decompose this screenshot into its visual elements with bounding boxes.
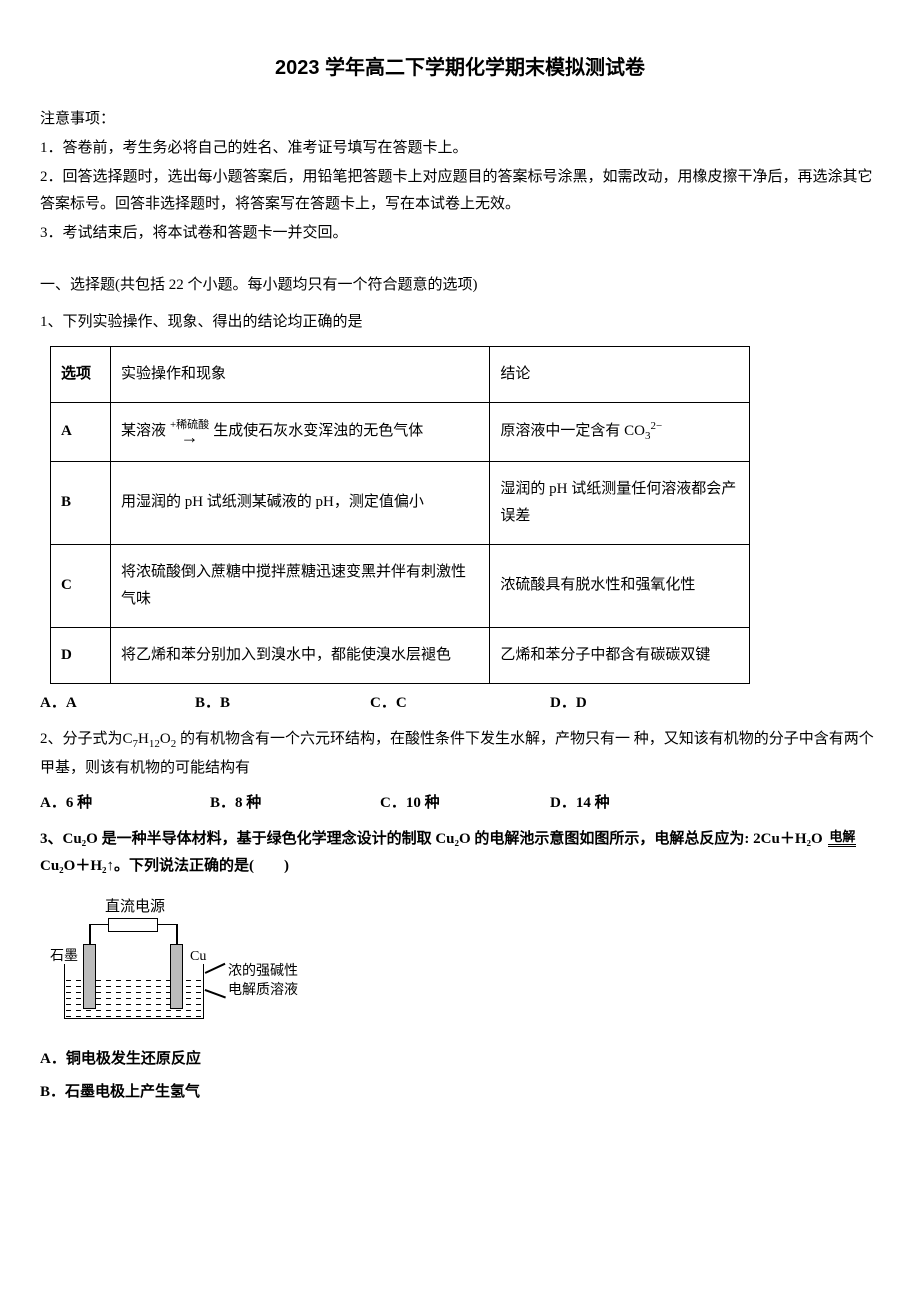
notice-heading: 注意事项： — [40, 106, 880, 133]
row-d-op: 将乙烯和苯分别加入到溴水中，都能使溴水层褪色 — [110, 627, 489, 683]
row-d-label: D — [51, 627, 111, 683]
electrolyte-label: 浓的强碱性 电解质溶液 — [228, 962, 298, 1001]
dc-source-label: 直流电源 — [105, 894, 165, 921]
row-a-op: 某溶液+稀硫酸→生成使石灰水变浑浊的无色气体 — [110, 403, 489, 462]
wire-left-h — [89, 924, 109, 926]
table-row: A 某溶液+稀硫酸→生成使石灰水变浑浊的无色气体 原溶液中一定含有 CO32− — [51, 403, 750, 462]
q1-stem: 1、下列实验操作、现象、得出的结论均正确的是 — [40, 309, 880, 336]
q2-stem-pre: 2、分子式为 — [40, 731, 123, 747]
row-b-label: B — [51, 461, 111, 544]
question-2: 2、分子式为C7H12O2 的有机物含有一个六元环结构，在酸性条件下发生水解，产… — [40, 726, 880, 812]
row-b-op: 用湿润的 pH 试纸测某碱液的 pH，测定值偏小 — [110, 461, 489, 544]
table-row: D 将乙烯和苯分别加入到溴水中，都能使溴水层褪色 乙烯和苯分子中都含有碳碳双键 — [51, 627, 750, 683]
q2-formula-c: C — [123, 731, 133, 747]
notice-item-2: 2．回答选择题时，选出每小题答案后，用铅笔把答题卡上对应题目的答案标号涂黑，如需… — [40, 164, 880, 218]
row-d-conc: 乙烯和苯分子中都含有碳碳双键 — [490, 627, 750, 683]
row-a-op-pre: 某溶液 — [121, 423, 166, 439]
electrolyte-label-l1: 浓的强碱性 — [228, 964, 298, 979]
notice-block: 注意事项： 1．答卷前，考生务必将自己的姓名、准考证号填写在答题卡上。 2．回答… — [40, 106, 880, 247]
wire-right-h — [158, 924, 177, 926]
electrolysis-diagram: 直流电源 石墨 Cu 浓的强碱性 电解质溶液 — [50, 894, 330, 1034]
battery-icon — [108, 918, 158, 932]
row-c-conc: 浓硫酸具有脱水性和强氧化性 — [490, 544, 750, 627]
row-b-conc: 湿润的 pH 试纸测量任何溶液都会产误差 — [490, 461, 750, 544]
question-3: 3、Cu₂O 是一种半导体材料，基于绿色化学理念设计的制取 Cu₂O 的电解池示… — [40, 826, 880, 1106]
q3-stem-pre: 3、Cu₂O 是一种半导体材料，基于绿色化学理念设计的制取 Cu₂O 的电解池示… — [40, 831, 823, 847]
q2-sub2: 12 — [149, 738, 160, 750]
row-a-conc-pre: 原溶液中一定含有 CO — [500, 423, 645, 439]
q3-stem: 3、Cu₂O 是一种半导体材料，基于绿色化学理念设计的制取 Cu₂O 的电解池示… — [40, 826, 880, 880]
th-operation: 实验操作和现象 — [110, 347, 489, 403]
reaction-arrow-icon: +稀硫酸→ — [170, 420, 209, 444]
q2-opt-a: A．6 种 — [40, 790, 92, 817]
electrolysis-line1 — [828, 844, 856, 845]
q2-opt-d: D．14 种 — [550, 790, 610, 817]
q1-opt-b: B．B — [195, 690, 230, 717]
q2-options: A．6 种 B．8 种 C．10 种 D．14 种 — [40, 790, 880, 812]
row-c-label: C — [51, 544, 111, 627]
q3-opt-a: A．铜电极发生还原反应 — [40, 1046, 880, 1073]
q1-opt-c: C．C — [370, 690, 407, 717]
pointer-line-2 — [205, 989, 226, 998]
q1-options: A．A B．B C．C D．D — [40, 690, 880, 712]
table-row: C 将浓硫酸倒入蔗糖中搅拌蔗糖迅速变黑并伴有刺激性气味 浓硫酸具有脱水性和强氧化… — [51, 544, 750, 627]
electrolysis-arrow-icon: 电解 — [828, 830, 856, 848]
question-1: 1、下列实验操作、现象、得出的结论均正确的是 选项 实验操作和现象 结论 A 某… — [40, 309, 880, 712]
wire-left-v — [89, 924, 91, 946]
q3-stem-post: Cu₂O＋H₂↑。下列说法正确的是( ) — [40, 858, 289, 874]
row-a-op-post: 生成使石灰水变浑浊的无色气体 — [213, 423, 423, 439]
row-a-label: A — [51, 403, 111, 462]
q2-formula-o: O — [160, 731, 171, 747]
q1-table: 选项 实验操作和现象 结论 A 某溶液+稀硫酸→生成使石灰水变浑浊的无色气体 原… — [50, 346, 750, 684]
row-c-op: 将浓硫酸倒入蔗糖中搅拌蔗糖迅速变黑并伴有刺激性气味 — [110, 544, 489, 627]
pointer-line-1 — [205, 962, 226, 973]
table-header-row: 选项 实验操作和现象 结论 — [51, 347, 750, 403]
graphite-electrode — [83, 944, 96, 1009]
electrolysis-arrow-text: 电解 — [828, 830, 856, 843]
electrolyte-label-l2: 电解质溶液 — [228, 983, 298, 998]
q3-opt-b: B．石墨电极上产生氢气 — [40, 1079, 880, 1106]
th-conclusion: 结论 — [490, 347, 750, 403]
q2-stem: 2、分子式为C7H12O2 的有机物含有一个六元环结构，在酸性条件下发生水解，产… — [40, 726, 880, 782]
q1-opt-d: D．D — [550, 690, 587, 717]
section-1-heading: 一、选择题(共包括 22 个小题。每小题均只有一个符合题意的选项) — [40, 272, 880, 299]
th-option: 选项 — [51, 347, 111, 403]
cu-electrode — [170, 944, 183, 1009]
exam-title: 2023 学年高二下学期化学期末模拟测试卷 — [40, 50, 880, 86]
q1-opt-a: A．A — [40, 690, 77, 717]
arrow-glyph: → — [170, 431, 209, 444]
wire-right-v — [176, 924, 178, 946]
q2-opt-c: C．10 种 — [380, 790, 440, 817]
notice-item-1: 1．答卷前，考生务必将自己的姓名、准考证号填写在答题卡上。 — [40, 135, 880, 162]
q2-opt-b: B．8 种 — [210, 790, 261, 817]
notice-item-3: 3．考试结束后，将本试卷和答题卡一并交回。 — [40, 220, 880, 247]
row-a-conc: 原溶液中一定含有 CO32− — [490, 403, 750, 462]
q2-formula-h: H — [138, 731, 149, 747]
table-row: B 用湿润的 pH 试纸测某碱液的 pH，测定值偏小 湿润的 pH 试纸测量任何… — [51, 461, 750, 544]
row-a-conc-sup: 2− — [650, 420, 662, 432]
electrolysis-line2 — [828, 846, 856, 847]
